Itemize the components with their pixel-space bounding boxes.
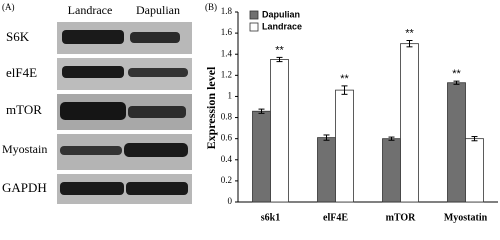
row-label: Myostain — [2, 142, 47, 156]
band — [62, 66, 124, 78]
y-tick-label: 1.8 — [221, 6, 233, 16]
x-tick-label: Myostatin — [444, 212, 488, 223]
bar — [252, 110, 271, 203]
y-axis-label: Expression level — [204, 66, 218, 149]
bar — [465, 138, 484, 203]
legend-label: Dapulian — [262, 9, 300, 19]
significance-label: ** — [452, 68, 461, 80]
band — [60, 182, 124, 195]
row-label: GAPDH — [2, 180, 47, 195]
y-tick-label: 0 — [228, 196, 233, 206]
band — [128, 106, 186, 118]
y-tick-label: 0.6 — [221, 133, 233, 143]
bar — [270, 59, 289, 203]
x-tick-label: s6k1 — [261, 212, 280, 223]
significance-label: ** — [405, 27, 414, 39]
column-label: Landrace — [68, 3, 113, 17]
legend-label: Landrace — [262, 21, 302, 31]
bar — [382, 138, 401, 203]
significance-label: ** — [275, 44, 284, 56]
band — [130, 32, 180, 43]
y-tick-label: 1.6 — [221, 27, 233, 37]
x-tick-label: mTOR — [386, 212, 417, 223]
bar — [400, 43, 419, 203]
y-tick-label: 1.2 — [221, 69, 232, 79]
y-tick-label: 1.4 — [221, 48, 233, 58]
legend-swatch — [249, 22, 259, 32]
column-label: Dapulian — [136, 3, 180, 17]
bar — [317, 137, 336, 203]
panel-a: (A) Landrace Dapulian S6K elF4E mTOR Myo… — [2, 2, 192, 204]
panel-label: (B) — [205, 2, 217, 12]
legend-swatch — [249, 10, 259, 20]
blots — [57, 22, 192, 204]
panel-b: (B) Expression level 0 0.2 0.4 0.6 0.8 1 1.2 1.… — [204, 2, 498, 223]
y-tick-label: 0.4 — [221, 154, 233, 164]
band — [60, 102, 126, 120]
band — [60, 146, 122, 155]
row-label: S6K — [6, 29, 30, 44]
bar — [447, 82, 466, 203]
y-tick-label: 0.2 — [221, 175, 232, 185]
x-tick-label: elF4E — [323, 212, 348, 223]
bar — [335, 89, 354, 203]
row-label: mTOR — [6, 102, 42, 117]
band — [128, 68, 188, 77]
row-label: elF4E — [6, 65, 37, 80]
significance-label: ** — [340, 73, 349, 85]
y-tick-label: 0.8 — [221, 112, 233, 122]
panel-label: (A) — [2, 2, 15, 12]
band — [62, 30, 124, 44]
y-tick-label: 1 — [228, 91, 233, 101]
band — [124, 143, 188, 157]
band — [126, 182, 188, 195]
